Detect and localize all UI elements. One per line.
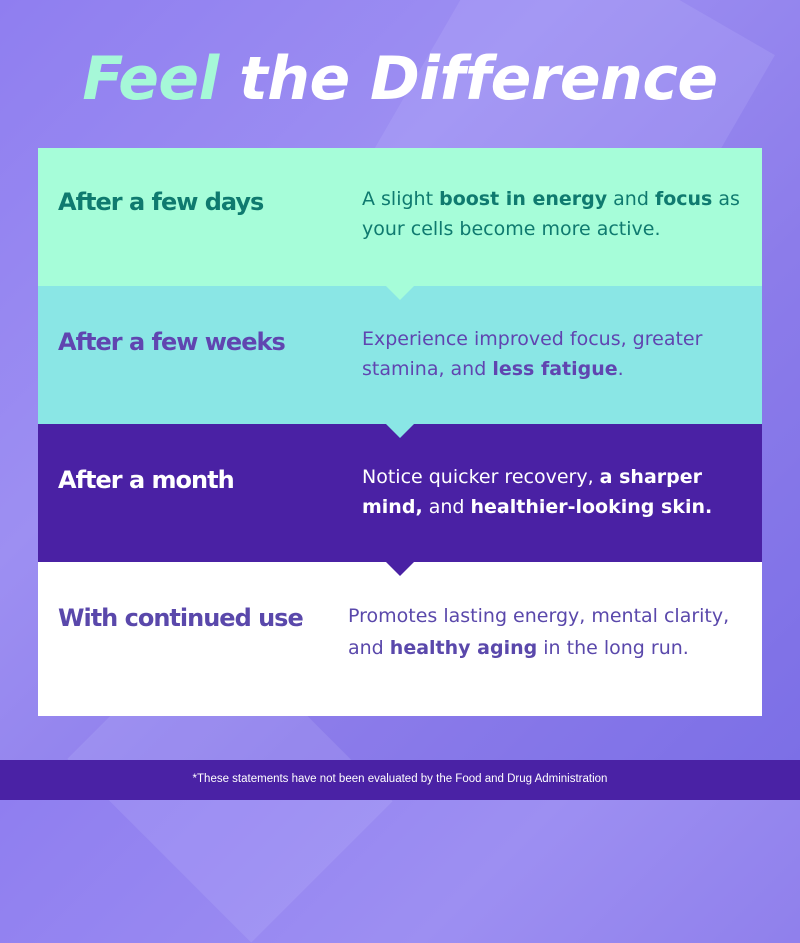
row-description: Promotes lasting energy, mental clarity,… xyxy=(348,600,742,716)
row-description: Notice quicker recovery, a sharper mind,… xyxy=(362,462,742,562)
row-heading: After a few weeks xyxy=(58,328,286,356)
description-text: and xyxy=(607,188,655,210)
highlight-text: boost in energy xyxy=(439,188,608,210)
highlight-text: less fatigue xyxy=(492,358,618,380)
title-rest: the Difference xyxy=(218,44,718,114)
notch-arrow xyxy=(386,424,414,438)
row-heading: After a month xyxy=(58,466,235,494)
highlight-text: healthy aging xyxy=(389,637,538,659)
description-text: Notice quicker recovery, xyxy=(362,466,600,488)
row-heading: With continued use xyxy=(58,604,304,632)
timeline-card: After a few days A slight boost in energ… xyxy=(38,148,762,716)
row-description: A slight boost in energy and focus as yo… xyxy=(362,184,742,286)
description-text: . xyxy=(617,358,624,380)
highlight-text: focus xyxy=(654,188,713,210)
timeline-row-month: After a month Notice quicker recovery, a… xyxy=(38,424,762,562)
description-text: A slight xyxy=(362,188,440,210)
description-text: Experience improved focus, greater stami… xyxy=(362,328,703,380)
description-text: and xyxy=(422,496,471,518)
timeline-row-days: After a few days A slight boost in energ… xyxy=(38,148,762,286)
description-text: as your cells become more active. xyxy=(362,188,740,240)
highlight-text: healthier-looking skin. xyxy=(470,496,713,518)
footer-disclaimer: *These statements have not been evaluate… xyxy=(0,760,800,800)
notch-arrow xyxy=(386,286,414,300)
timeline-row-continued: With continued use Promotes lasting ener… xyxy=(38,562,762,716)
row-heading: After a few days xyxy=(58,188,264,216)
row-description: Experience improved focus, greater stami… xyxy=(362,324,742,424)
page-title: Feel the Difference xyxy=(0,44,800,114)
title-accent: Feel xyxy=(82,44,219,114)
highlight-text: a sharper mind, xyxy=(362,466,702,518)
description-text: Promotes lasting energy, mental clarity,… xyxy=(348,605,730,659)
notch-arrow xyxy=(386,562,414,576)
timeline-row-weeks: After a few weeks Experience improved fo… xyxy=(38,286,762,424)
description-text: in the long run. xyxy=(537,637,689,659)
